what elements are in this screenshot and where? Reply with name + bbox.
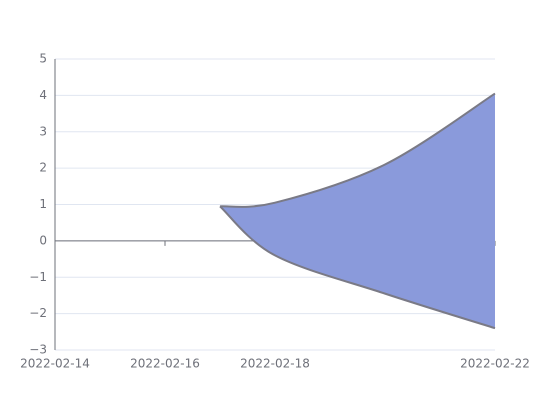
upper-line (219, 92, 496, 208)
y-tick-label: 5 (39, 52, 47, 66)
y-tick-label: −3 (29, 343, 47, 357)
y-tick-label: 0 (39, 233, 47, 247)
x-tick-label: 2022-02-18 (240, 357, 310, 371)
y-tick-label: −2 (29, 306, 47, 320)
y-tick-label: 2 (39, 161, 47, 175)
x-tick-label: 2022-02-16 (130, 357, 200, 371)
lower-line (219, 205, 496, 330)
y-tick-label: 3 (39, 124, 47, 138)
y-tick-label: −1 (29, 270, 47, 284)
y-tick-label: 1 (39, 197, 47, 211)
x-tick-label: 2022-02-14 (20, 357, 90, 371)
range-area (220, 93, 495, 329)
x-tick-label: 2022-02-22 (460, 357, 530, 371)
y-tick-label: 4 (39, 88, 47, 102)
